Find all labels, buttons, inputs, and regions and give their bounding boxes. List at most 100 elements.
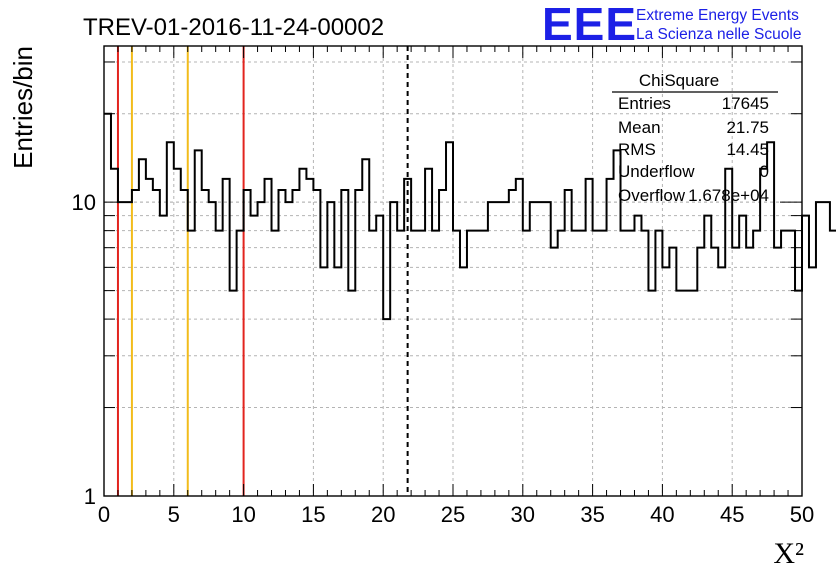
histogram-bin [299,169,306,496]
histogram-bin [181,190,188,496]
histogram-bin [341,190,348,496]
histogram-bin [146,179,153,496]
histogram-bin [104,114,111,496]
stats-label: Overflow [618,186,686,205]
stats-value: 0 [760,162,769,181]
histogram-bin [662,267,669,496]
y-tick-label: 1 [84,484,96,509]
histogram-bin [725,169,732,496]
histogram-bin [265,179,272,496]
histogram-bin [509,190,516,496]
logo-line-1: Extreme Energy Events [636,7,799,24]
histogram-bin [641,231,648,496]
histogram-bin [802,216,809,496]
histogram-bin [732,248,739,496]
histogram-bin [474,231,481,496]
histogram-bin [362,159,369,496]
chart-canvas: TREV-01-2016-11-24-00002 Entries/bin X² … [0,0,836,572]
histogram-bin [397,231,404,496]
histogram-bin [132,190,139,496]
histogram-bin [655,231,662,496]
x-tick-label: 25 [441,502,465,527]
histogram-bin [774,248,781,496]
stats-value: 21.75 [726,118,769,137]
x-tick-label: 15 [301,502,325,527]
histogram-bin [516,179,523,496]
histogram-bin [753,231,760,496]
histogram-bin [697,248,704,496]
histogram-bin [781,231,788,496]
axis-ticks: 0 5 10 15 20 25 30 35 40 45 50 1 10 [72,46,815,527]
histogram-bin [551,248,558,496]
histogram-bin [244,190,251,496]
histogram-bin [320,267,327,496]
stats-label: RMS [618,140,656,159]
histogram-bin [453,231,460,496]
stats-value: 1.678e+04 [688,186,769,205]
stats-box: ChiSquare Entries 17645 Mean 21.75 RMS 14.45 Un… [612,71,778,205]
histogram-bin [279,190,286,496]
histogram-bin [621,231,628,496]
histogram-bin [676,291,683,496]
eee-logo: EEE Extreme Energy Events La Scienza nel… [542,0,801,50]
histogram-bin [258,202,265,496]
x-tick-label: 0 [98,502,110,527]
histogram-bin [460,267,467,496]
stats-value: 17645 [722,94,769,113]
histogram-bin [237,231,244,496]
histogram-bin [628,231,635,496]
histogram-bin [202,190,209,496]
histogram-bin [418,231,425,496]
histogram-bin [432,231,439,496]
histogram-bin [600,231,607,496]
histogram-bin [348,291,355,496]
x-tick-label: 50 [790,502,814,527]
chart-title: TREV-01-2016-11-24-00002 [83,14,384,41]
histogram-bin [607,179,614,496]
stats-value: 14.45 [726,140,769,159]
x-tick-label: 35 [580,502,604,527]
histogram-bin [718,267,725,496]
histogram-bin [125,202,132,496]
histogram-bin [830,231,836,496]
histogram-bin [439,190,446,496]
histogram-bin [306,179,313,496]
histogram-bin [760,169,767,496]
histogram-bin [369,231,376,496]
histogram-bin [530,202,537,496]
histogram-bin [467,231,474,496]
stats-label: Mean [618,118,661,137]
histogram-bin [390,202,397,496]
histogram-bin [481,231,488,496]
histogram-bin [746,248,753,496]
histogram-bin [579,231,586,496]
histogram-bin [313,190,320,496]
histogram-bin [327,202,334,496]
histogram-bin [795,291,802,496]
histogram-bin [285,202,292,496]
logo-line-2: La Scienza nelle Scuole [636,26,801,43]
histogram-bin [816,202,823,496]
histogram-bin [272,231,279,496]
histogram-bin [488,202,495,496]
histogram-bin [711,248,718,496]
histogram-bin [111,169,118,496]
x-tick-label: 30 [511,502,535,527]
histogram-bin [118,202,125,496]
histogram-bin [523,231,530,496]
x-axis-label: X² [773,537,804,570]
histogram-bin [809,267,816,496]
histogram-bin [683,291,690,496]
histogram-bin [230,291,237,496]
histogram [104,114,836,496]
histogram-bin [292,190,299,496]
histogram-bin [153,190,160,496]
y-axis-label: Entries/bin [8,46,38,169]
histogram-bin [216,231,223,496]
histogram-bin [788,231,795,496]
x-tick-label: 40 [650,502,674,527]
x-tick-label: 45 [720,502,744,527]
stats-title: ChiSquare [639,71,719,90]
histogram-bin [586,179,593,496]
histogram-bin [558,231,565,496]
